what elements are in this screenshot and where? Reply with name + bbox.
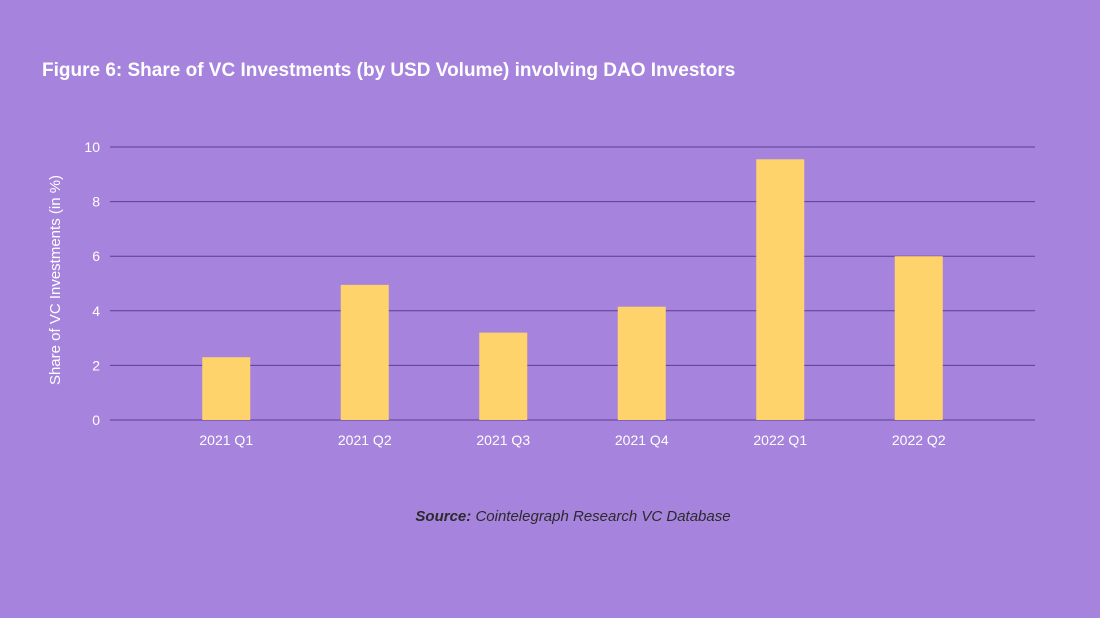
source-note: Source: Cointelegraph Research VC Databa… [0,508,1100,525]
bar-2021-q1 [202,357,251,420]
chart-title: Figure 6: Share of VC Investments (by US… [42,60,736,81]
y-tick-label: 0 [92,412,100,428]
x-tick-label: 2021 Q1 [199,432,253,448]
source-label: Source: [415,508,472,525]
bar-2021-q3 [479,332,528,420]
y-tick-label: 4 [92,303,100,319]
bar-2021-q2 [340,284,389,420]
y-tick-label: 6 [92,248,100,264]
bar-2022-q1 [756,159,805,420]
source-text: Cointelegraph Research VC Database [475,508,731,525]
x-tick-label: 2021 Q4 [615,432,669,448]
y-tick-label: 8 [92,194,100,210]
gridlines [110,146,1035,421]
bar-2022-q2 [894,256,943,420]
bars [202,159,943,420]
y-tick-label: 10 [84,139,100,155]
x-tick-label: 2022 Q2 [892,432,946,448]
y-tick-labels: 0 2 4 6 8 10 [84,139,100,428]
x-tick-label: 2022 Q1 [753,432,807,448]
x-tick-labels: 2021 Q1 2021 Q2 2021 Q3 2021 Q4 2022 Q1 2022 … [199,432,945,448]
x-tick-label: 2021 Q2 [338,432,392,448]
y-axis-label: Share of VC Investments (in %) [47,175,64,385]
bar-2021-q4 [617,306,666,420]
x-tick-label: 2021 Q3 [476,432,530,448]
y-tick-label: 2 [92,357,100,373]
